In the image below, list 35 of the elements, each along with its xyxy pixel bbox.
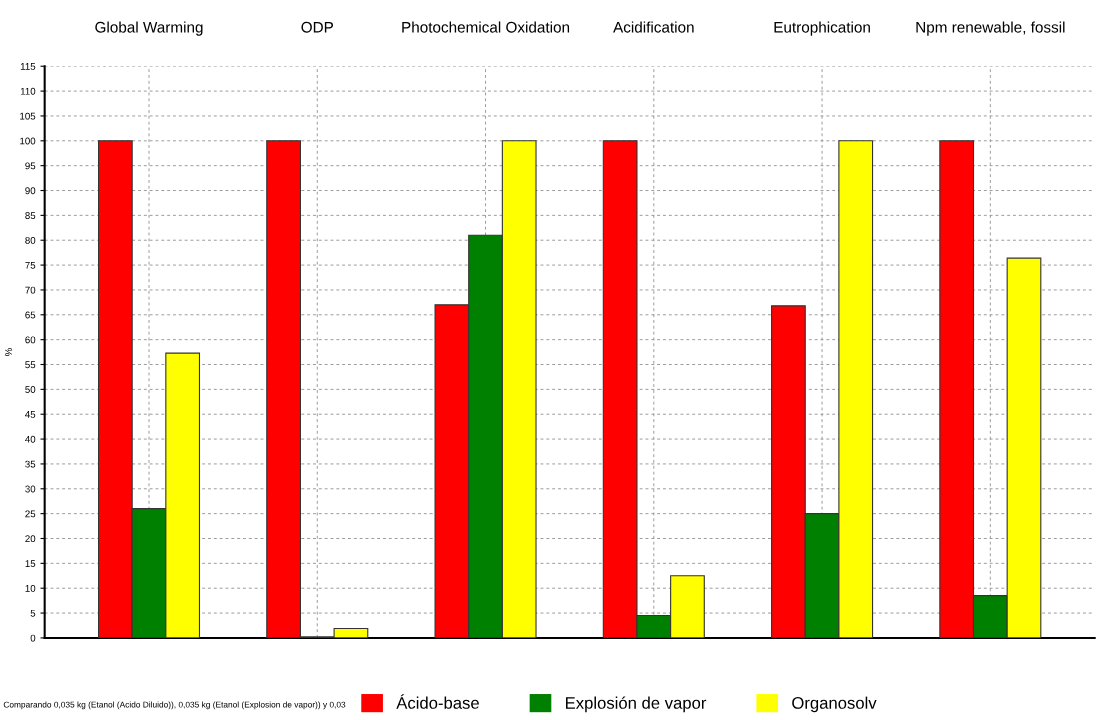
y-tick-label: 60	[25, 336, 36, 344]
y-tick-label: 85	[25, 212, 36, 219]
legend-label: Ácido-base	[396, 694, 479, 709]
legend-label: Organosolv	[792, 696, 877, 713]
x-tick-label: Global Warming	[95, 21, 203, 36]
y-tick-label: 95	[25, 162, 36, 170]
y-tick-label: 40	[25, 435, 36, 443]
x-tick-label: Acidification	[613, 21, 694, 33]
x-tick-label: Eutrophication	[774, 21, 870, 36]
legend-label: Explosión de vapor	[566, 696, 707, 713]
y-tick-label: 75	[25, 261, 36, 269]
x-tick-label: Npm renewable, fossil	[916, 21, 1065, 36]
y-tick-label: 30	[25, 485, 36, 493]
y-tick-label: 15	[25, 560, 36, 567]
y-tick-label: 100	[20, 137, 36, 145]
y-tick-label: 45	[25, 411, 36, 418]
y-tick-label: 115	[20, 63, 36, 70]
y-tick-label: 50	[25, 386, 36, 393]
y-tick-label: 65	[25, 311, 36, 319]
y-tick-label: 20	[25, 535, 36, 543]
y-tick-label: 25	[25, 510, 36, 518]
y-tick-label: 105	[20, 112, 36, 120]
y-tick-label: 90	[25, 187, 36, 195]
y-tick-label: 10	[25, 584, 36, 592]
text: Comparando 0,035 kg (Etanol (Acido Diluido)), 0,035 kg (Etanol (Explosion de vapor)) y 0,03	[3, 701, 346, 710]
y-tick-label: 80	[25, 236, 36, 244]
y-tick-label: 0	[30, 634, 36, 642]
y-tick-label: 70	[25, 286, 36, 294]
y-tick-label: 35	[25, 460, 36, 468]
y-tick-label: 5	[30, 609, 36, 617]
y-axis-title: %	[5, 348, 12, 357]
y-tick-label: 110	[20, 87, 36, 95]
x-tick-label: ODP	[301, 21, 334, 33]
y-tick-label: 55	[25, 361, 36, 369]
x-tick-label: Photochemical Oxidation	[402, 21, 570, 33]
